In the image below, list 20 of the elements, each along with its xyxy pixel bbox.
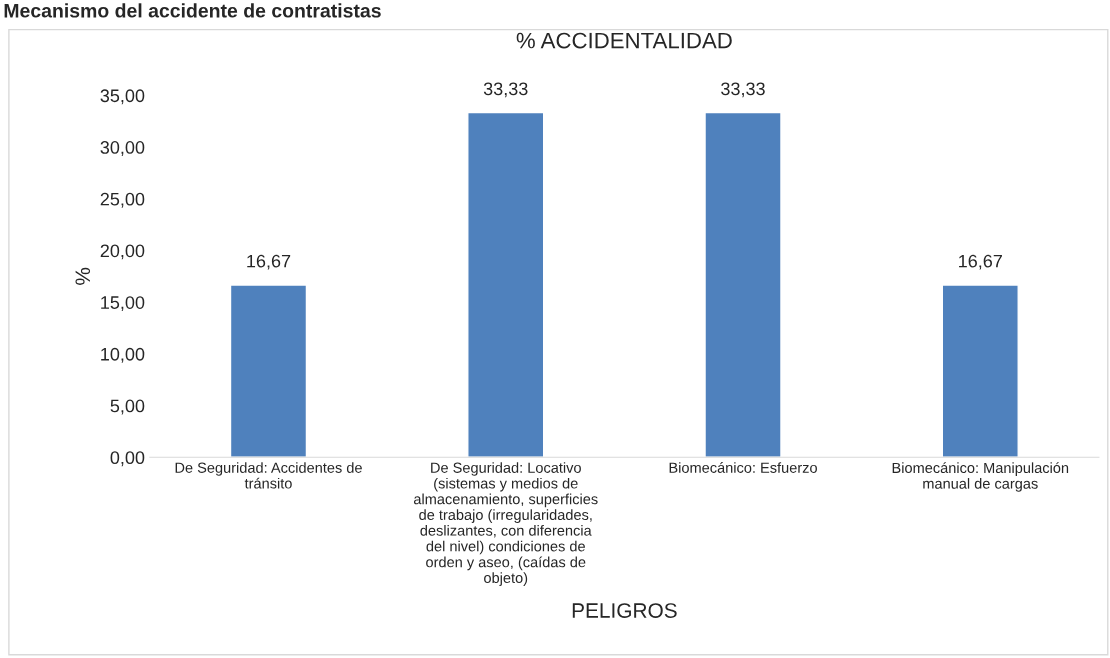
x-tick-label: De Seguridad: Locativo (sistemas y medios de almacenamiento, superficies de trabajo (irregularidades, deslizantes, con diferencia del nivel) condiciones de orden y aseo, (caídas de objeto) <box>413 462 598 586</box>
y-tick-label: 5,00 <box>110 399 145 415</box>
y-tick-label: 35,00 <box>100 89 145 105</box>
y-tick-label: 15,00 <box>101 296 145 312</box>
x-tick-label: De Seguridad: Accidentes de tránsito <box>175 462 362 489</box>
y-tick-label: 20,00 <box>100 244 145 260</box>
x-tick-label: Biomecánico: Esfuerzo <box>669 462 817 473</box>
y-tick-label: 25,00 <box>100 192 145 208</box>
y-tick-label: 30,00 <box>100 141 145 156</box>
data-label: 33,33 <box>721 82 765 98</box>
y-tick-label: 0,00 <box>110 451 145 467</box>
y-tick-label: 10,00 <box>101 347 145 363</box>
y-axis-title: % <box>75 267 91 285</box>
x-axis-title: PELIGROS <box>572 603 677 618</box>
data-label: 33,33 <box>483 82 528 98</box>
text: Mecanismo del accidente de contratistas <box>4 3 381 18</box>
x-tick-label: Biomecánico: Manipulación manual de cargas <box>892 462 1069 492</box>
chart-title: % ACCIDENTALIDAD <box>516 32 732 49</box>
data-label: 16,67 <box>959 254 1002 270</box>
data-label: 16,67 <box>247 254 291 270</box>
